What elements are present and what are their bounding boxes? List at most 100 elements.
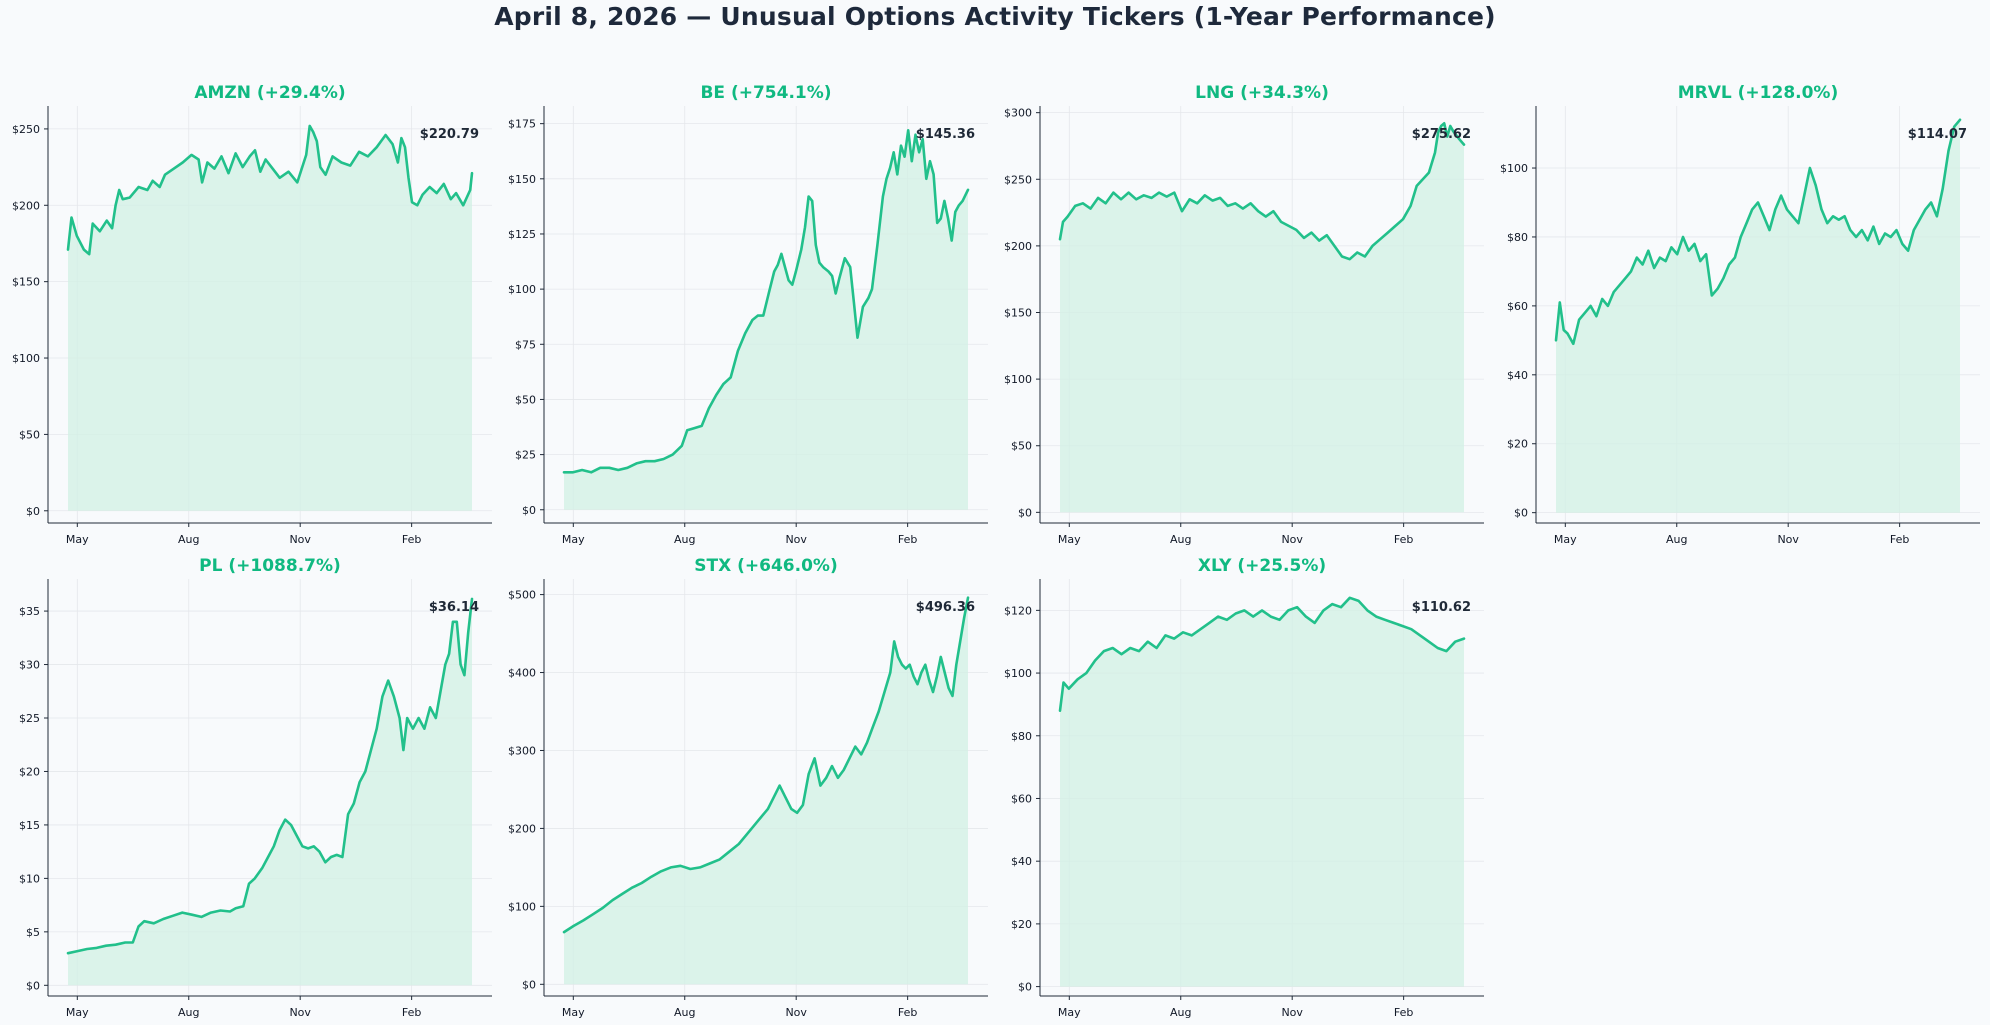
y-tick-label: $25 [515,449,536,462]
price-area [68,125,472,511]
y-tick-label: $150 [12,276,40,289]
y-tick-label: $40 [1011,855,1032,868]
price-area [1060,597,1464,987]
x-tick-label: Nov [785,1006,807,1019]
y-tick-label: $100 [1500,162,1528,175]
y-tick-label: $0 [522,504,536,517]
y-tick-label: $100 [1004,373,1032,386]
x-tick-label: May [1554,533,1577,546]
y-tick-label: $125 [508,228,536,241]
x-tick-label: Nov [1777,533,1799,546]
y-tick-label: $0 [1514,507,1528,520]
x-tick-label: Feb [1394,1006,1413,1019]
y-tick-label: $5 [26,926,40,939]
y-tick-label: $200 [508,822,536,835]
y-tick-label: $175 [508,118,536,131]
price-line [1554,118,1962,346]
subplot-amzn: $0 $50 $100 $150 $200 $250 May Aug Nov Feb AMZN (+… [12,83,492,546]
y-tick-label: $30 [19,659,40,672]
last-price-label: $275.62 [1412,127,1471,142]
y-tick-label: $0 [1018,506,1032,519]
x-tick-label: Aug [1170,1006,1191,1019]
x-tick-label: Nov [1281,1006,1303,1019]
x-tick-label: Aug [1666,533,1687,546]
subplot-stx: $0 $100 $200 $300 $400 $500 May Aug Nov Feb STX (+… [508,556,988,1019]
y-tick-label: $250 [12,123,40,136]
price-area [564,597,968,985]
y-tick-label: $100 [12,352,40,365]
price-line [1058,596,1466,712]
y-tick-label: $250 [1004,173,1032,186]
last-price-label: $496.36 [916,600,975,615]
y-tick-label: $150 [508,173,536,186]
x-tick-label: Aug [674,533,695,546]
subplot-title: STX (+646.0%) [694,556,837,576]
y-tick-label: $0 [1018,981,1032,994]
x-tick-label: Feb [898,533,917,546]
subplot-mrvl: $0 $20 $40 $60 $80 $100 May Aug Nov Feb MRVL (+128… [1500,83,1980,546]
x-tick-label: May [66,1006,89,1019]
y-tick-label: $200 [12,199,40,212]
last-price-label: $114.07 [1908,127,1967,142]
x-tick-label: Aug [1170,533,1191,546]
price-area [68,598,472,986]
price-area [564,130,968,510]
y-tick-label: $20 [1507,438,1528,451]
subplot-be: $0 $25 $50 $75 $100 $125 $150 $175 May Aug Nov Feb B… [508,83,988,546]
x-tick-label: May [1058,1006,1081,1019]
y-tick-label: $75 [515,338,536,351]
last-price-label: $220.79 [420,127,479,142]
figure-title: April 8, 2026 — Unusual Options Activity… [494,2,1496,31]
x-tick-label: Aug [178,533,199,546]
x-tick-label: Feb [402,1006,421,1019]
x-tick-label: May [1058,533,1081,546]
subplot-title: MRVL (+128.0%) [1678,83,1839,103]
y-tick-label: $200 [1004,240,1032,253]
price-line [1058,122,1466,261]
y-tick-label: $35 [19,605,40,618]
subplot-lng: $0 $50 $100 $150 $200 $250 $300 May Aug Nov Feb LNG… [1004,83,1484,546]
price-line [562,596,970,934]
x-tick-label: Nov [289,533,311,546]
subplot-title: BE (+754.1%) [700,83,831,103]
price-area [1060,123,1464,513]
subplot-title: LNG (+34.3%) [1195,83,1329,103]
x-tick-label: Aug [178,1006,199,1019]
y-tick-label: $80 [1507,231,1528,244]
last-price-label: $145.36 [916,127,975,142]
subplot-title: AMZN (+29.4%) [194,83,345,103]
subplot-title: PL (+1088.7%) [199,556,341,576]
x-tick-label: Feb [1394,533,1413,546]
y-tick-label: $400 [508,667,536,680]
y-tick-label: $20 [19,765,40,778]
y-tick-label: $50 [1011,440,1032,453]
x-tick-label: May [562,1006,585,1019]
y-tick-label: $10 [19,872,40,885]
x-tick-label: Feb [898,1006,917,1019]
y-tick-label: $300 [508,744,536,757]
y-tick-label: $20 [1011,918,1032,931]
subplot-title: XLY (+25.5%) [1198,556,1326,576]
x-tick-label: Aug [674,1006,695,1019]
y-tick-label: $25 [19,712,40,725]
y-tick-label: $0 [26,505,40,518]
x-tick-label: Nov [785,533,807,546]
y-tick-label: $60 [1011,792,1032,805]
y-tick-label: $40 [1507,369,1528,382]
price-line [562,129,970,474]
y-tick-label: $80 [1011,730,1032,743]
y-tick-label: $100 [508,283,536,296]
subplot-xly: $0 $20 $40 $60 $80 $100 $120 May Aug Nov Feb XLY (+… [1004,556,1484,1019]
y-tick-label: $50 [515,393,536,406]
x-tick-label: May [66,533,89,546]
y-tick-label: $50 [19,428,40,441]
y-tick-label: $100 [508,900,536,913]
x-tick-label: Nov [1281,533,1303,546]
x-tick-label: May [562,533,585,546]
last-price-label: $36.14 [429,600,479,615]
y-tick-label: $0 [26,979,40,992]
y-tick-label: $100 [1004,667,1032,680]
last-price-label: $110.62 [1412,600,1471,615]
subplot-pl: $0 $5 $10 $15 $20 $25 $30 $35 May Aug Nov Feb PL (+1… [19,556,492,1019]
